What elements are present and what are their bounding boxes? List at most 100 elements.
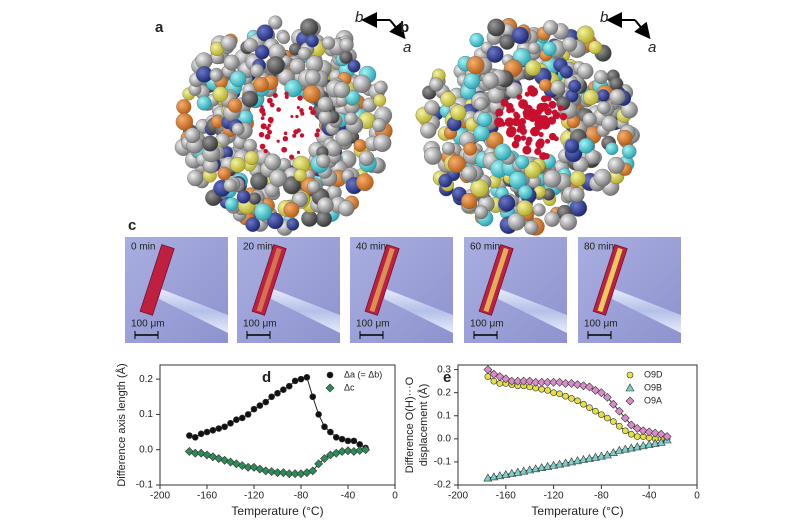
- atom: [527, 42, 541, 55]
- y-tick-label: 0.0: [437, 433, 451, 444]
- atom: [597, 101, 611, 115]
- marker: [268, 393, 275, 401]
- atom: [358, 150, 375, 167]
- atom: [564, 138, 580, 154]
- crystal-stripe: [369, 247, 395, 313]
- chart-label: e: [443, 369, 451, 386]
- atom: [469, 32, 484, 48]
- electron-density: [276, 139, 280, 143]
- electron-density: [260, 116, 265, 121]
- x-tick-label: -80: [294, 491, 309, 502]
- electron-density: [506, 127, 516, 138]
- atom: [333, 81, 351, 99]
- atom: [304, 69, 321, 86]
- x-tick-label: 0: [392, 491, 398, 502]
- marker: [644, 427, 654, 437]
- atom: [525, 59, 542, 76]
- atom: [466, 56, 485, 75]
- marker: [303, 374, 311, 381]
- electron-density: [259, 143, 266, 150]
- electron-density: [506, 102, 514, 111]
- marker: [574, 397, 581, 405]
- atom: [244, 150, 259, 165]
- x-axis-label: Temperature (°C): [231, 504, 323, 518]
- y-tick-label: 0.1: [139, 409, 153, 420]
- electron-density: [536, 138, 545, 147]
- marker: [555, 377, 564, 387]
- atom: [609, 88, 626, 106]
- y-axis-label: displacement (Å): [417, 384, 430, 467]
- marker: [614, 406, 624, 416]
- scale-label: 100 μm: [470, 319, 504, 330]
- atom: [532, 203, 546, 217]
- atom: [461, 192, 478, 210]
- electron-density: [557, 105, 564, 111]
- atom: [229, 70, 247, 87]
- marker: [538, 385, 545, 393]
- atom: [266, 212, 284, 230]
- electron-density: [290, 115, 294, 119]
- atom: [317, 197, 334, 214]
- electron-density: [267, 129, 273, 135]
- electron-density: [296, 150, 301, 154]
- panel-label: b: [400, 19, 409, 36]
- electron-density: [264, 133, 271, 140]
- electron-density: [520, 135, 527, 141]
- x-tick-label: -80: [594, 491, 609, 502]
- x-tick-label: -40: [341, 491, 356, 502]
- marker: [197, 430, 205, 438]
- y-tick-label: 0.3: [437, 364, 451, 375]
- marker: [625, 383, 635, 392]
- atom: [511, 26, 529, 45]
- marker: [626, 420, 636, 430]
- marker: [327, 428, 334, 436]
- marker: [261, 466, 271, 476]
- electron-density: [282, 136, 289, 142]
- crystal-body: [139, 244, 175, 316]
- electron-density: [263, 148, 268, 154]
- atom: [543, 20, 559, 35]
- atom: [283, 201, 300, 218]
- atom: [607, 156, 625, 174]
- atom: [184, 127, 201, 144]
- electron-density: [297, 95, 303, 101]
- y-tick-label: 0.2: [139, 374, 153, 385]
- electron-density: [545, 138, 551, 144]
- x-tick-label: -200: [448, 491, 468, 502]
- atom: [578, 137, 594, 154]
- marker: [573, 380, 582, 390]
- marker: [483, 365, 493, 375]
- chart-label: d: [262, 369, 271, 386]
- atom: [487, 18, 506, 37]
- crystal: [251, 244, 287, 316]
- atom: [266, 56, 285, 75]
- y-axis-label: Difference axis length (Å): [115, 363, 128, 486]
- atom: [373, 93, 387, 107]
- electron-density: [284, 91, 289, 96]
- electron-density: [258, 131, 265, 138]
- electron-density: [516, 127, 522, 133]
- marker: [190, 448, 200, 458]
- atom: [269, 169, 287, 187]
- marker: [543, 377, 553, 387]
- marker: [343, 446, 353, 456]
- photo-bg: [350, 237, 453, 343]
- atom: [518, 185, 533, 200]
- marker: [290, 469, 300, 479]
- legend-label: Δc: [344, 382, 355, 392]
- marker: [285, 382, 293, 390]
- electron-density: [540, 102, 549, 111]
- atom: [220, 35, 237, 52]
- atom: [544, 211, 560, 227]
- marker: [332, 434, 340, 441]
- panel-label: a: [155, 19, 164, 36]
- atom: [559, 65, 574, 79]
- atom: [438, 173, 453, 188]
- atom: [339, 37, 354, 52]
- marker: [561, 379, 570, 388]
- marker: [620, 413, 630, 423]
- atom: [374, 80, 388, 95]
- atom: [559, 213, 577, 231]
- atom: [482, 72, 499, 89]
- atom: [605, 142, 619, 156]
